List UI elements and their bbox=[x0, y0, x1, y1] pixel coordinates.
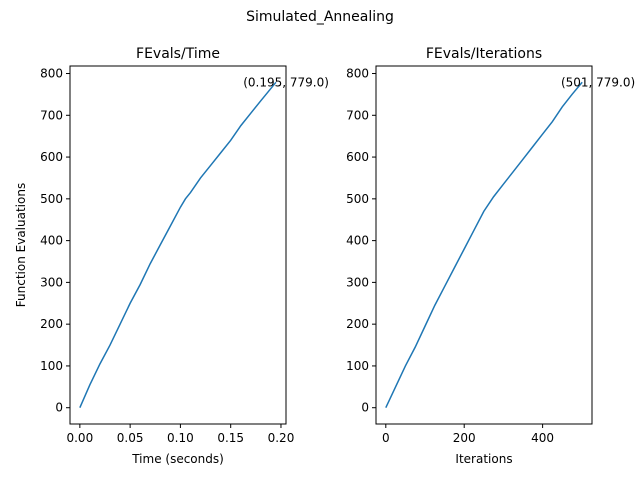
y-tick-label: 100 bbox=[346, 359, 369, 373]
x-tick-label: 400 bbox=[531, 431, 554, 445]
x-axis-label-fevals-iterations: Iterations bbox=[455, 452, 512, 466]
y-tick-label: 300 bbox=[40, 275, 63, 289]
chart-title-fevals-time: FEvals/Time bbox=[136, 46, 220, 62]
chart-fevals-iterations: FEvals/Iterations 0 200 400 0 100 200 300 400 5… bbox=[346, 46, 635, 466]
y-axis-label-fevals-time: Function Evaluations bbox=[14, 183, 28, 307]
plot-area-fevals-time bbox=[69, 65, 287, 425]
x-tick-label: 0.20 bbox=[268, 431, 295, 445]
y-tick-label: 500 bbox=[40, 192, 63, 206]
chart-title-fevals-iterations: FEvals/Iterations bbox=[426, 46, 542, 62]
y-tick-label: 400 bbox=[40, 234, 63, 248]
y-axis-ticks-fevals-time: 0 100 200 300 400 500 600 700 800 bbox=[40, 67, 70, 415]
y-tick-label: 300 bbox=[346, 275, 369, 289]
y-tick-label: 0 bbox=[55, 401, 63, 415]
y-tick-label: 200 bbox=[40, 317, 63, 331]
y-tick-label: 400 bbox=[346, 234, 369, 248]
y-tick-label: 800 bbox=[40, 67, 63, 81]
y-tick-label: 200 bbox=[346, 317, 369, 331]
y-axis-ticks-fevals-iterations: 0 100 200 300 400 500 600 700 800 bbox=[346, 67, 376, 415]
y-tick-label: 0 bbox=[361, 401, 369, 415]
y-tick-label: 700 bbox=[40, 108, 63, 122]
x-tick-label: 0.00 bbox=[66, 431, 93, 445]
plot-area-fevals-iterations bbox=[375, 65, 593, 425]
y-tick-label: 100 bbox=[40, 359, 63, 373]
y-tick-label: 600 bbox=[346, 150, 369, 164]
y-tick-label: 500 bbox=[346, 192, 369, 206]
y-tick-label: 700 bbox=[346, 108, 369, 122]
x-tick-label: 200 bbox=[453, 431, 476, 445]
x-tick-label: 0.10 bbox=[167, 431, 194, 445]
annotation-fevals-iterations: (501, 779.0) bbox=[561, 75, 635, 89]
y-tick-label: 800 bbox=[346, 67, 369, 81]
series-line-fevals-iterations bbox=[385, 81, 583, 409]
annotation-fevals-time: (0.195, 779.0) bbox=[243, 75, 329, 89]
x-axis-ticks-fevals-iterations: 0 200 400 bbox=[382, 424, 554, 445]
figure-suptitle: Simulated_Annealing bbox=[246, 9, 394, 25]
chart-fevals-time: FEvals/Time 0.00 0.05 0.10 0.15 0.20 0 100 200… bbox=[14, 46, 329, 466]
x-axis-label-fevals-time: Time (seconds) bbox=[131, 452, 224, 466]
x-tick-label: 0 bbox=[382, 431, 390, 445]
x-tick-label: 0.15 bbox=[217, 431, 244, 445]
series-line-fevals-time bbox=[79, 81, 277, 409]
y-tick-label: 600 bbox=[40, 150, 63, 164]
x-axis-ticks-fevals-time: 0.00 0.05 0.10 0.15 0.20 bbox=[66, 424, 294, 445]
x-tick-label: 0.05 bbox=[117, 431, 144, 445]
